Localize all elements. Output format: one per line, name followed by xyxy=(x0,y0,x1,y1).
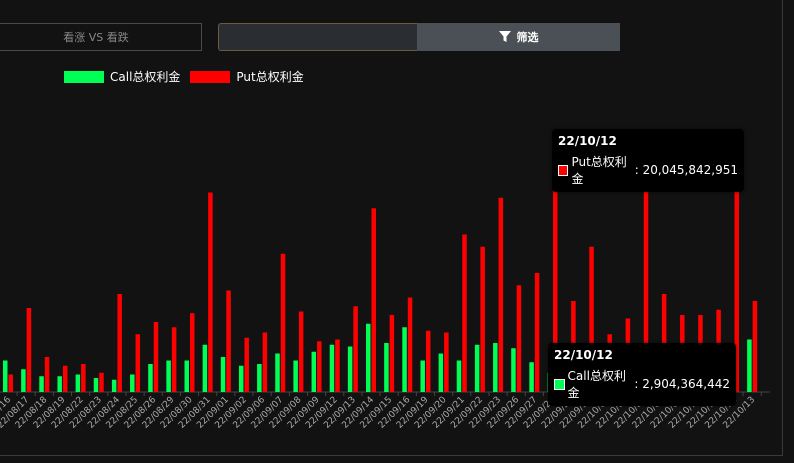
put-bar-22/08/19[interactable] xyxy=(62,365,68,392)
tooltip-call-swatch xyxy=(554,378,565,390)
tooltip-call-value: 2,904,364,442 xyxy=(642,377,730,391)
tooltip-put-swatch xyxy=(558,164,569,176)
call-bar-22/08/29[interactable] xyxy=(166,360,171,393)
filter-icon xyxy=(498,31,511,42)
legend-swatch-put xyxy=(190,70,231,83)
put-bar-22/08/18[interactable] xyxy=(44,357,50,392)
put-bar-22/08/26[interactable] xyxy=(153,322,159,392)
legend-label-put: Put总权利金 xyxy=(236,70,304,84)
legend-item-call[interactable]: Call总权利金 xyxy=(64,68,180,85)
chart-panel xyxy=(0,0,783,456)
call-bar-22/08/22[interactable] xyxy=(75,374,81,393)
call-bar-22/09/26[interactable] xyxy=(511,348,516,392)
put-bar-22/09/28[interactable] xyxy=(553,133,558,392)
call-bar-22/08/17[interactable] xyxy=(21,369,26,392)
call-bar-22/08/19[interactable] xyxy=(57,376,62,392)
call-bar-22/08/24[interactable] xyxy=(111,379,117,392)
put-bar-22/09/14[interactable] xyxy=(371,208,377,392)
call-bar-22/09/14[interactable] xyxy=(366,323,371,392)
call-bar-22/09/02[interactable] xyxy=(238,365,244,392)
tooltip-put-value: 20,045,842,951 xyxy=(642,163,738,177)
legend-swatch-call xyxy=(64,70,104,83)
call-vs-put-toggle[interactable]: 看涨 VS 看跌 xyxy=(0,23,202,51)
put-bar-22/08/16[interactable] xyxy=(8,374,14,393)
call-bar-22/09/19[interactable] xyxy=(420,360,425,393)
call-bar-22/09/21[interactable] xyxy=(456,360,462,393)
put-bar-22/08/22[interactable] xyxy=(81,364,86,392)
put-bar-22/09/26[interactable] xyxy=(516,285,522,392)
put-bar-22/10/05[interactable] xyxy=(643,161,649,392)
put-bar-22/10/12[interactable] xyxy=(734,175,740,392)
tooltip-put-date: 22/10/12 xyxy=(558,134,617,148)
put-bar-22/09/22[interactable] xyxy=(480,246,485,392)
put-bar-22/09/20[interactable] xyxy=(444,332,449,393)
put-bar-22/08/25[interactable] xyxy=(135,334,141,392)
tooltip-call-date: 22/10/12 xyxy=(554,348,613,362)
call-bar-22/09/06[interactable] xyxy=(257,364,262,392)
call-bar-22/09/22[interactable] xyxy=(474,344,480,392)
put-bar-22/08/31[interactable] xyxy=(208,192,213,393)
put-bar-22/09/15[interactable] xyxy=(389,315,395,392)
call-bar-22/09/12[interactable] xyxy=(329,344,335,392)
put-bar-22/09/01[interactable] xyxy=(226,290,231,393)
put-bar-22/08/30[interactable] xyxy=(190,313,195,392)
call-bar-22/09/16[interactable] xyxy=(402,327,407,392)
call-bar-22/09/13[interactable] xyxy=(347,346,353,393)
put-bar-22/09/21[interactable] xyxy=(462,234,467,393)
put-bar-22/09/07[interactable] xyxy=(280,253,286,392)
date-input[interactable] xyxy=(218,23,418,51)
call-bar-22/08/31[interactable] xyxy=(202,344,208,392)
put-bar-22/09/30[interactable] xyxy=(589,246,594,392)
call-bar-22/09/20[interactable] xyxy=(438,353,444,393)
put-bar-22/09/23[interactable] xyxy=(498,197,504,392)
call-bar-22/08/30[interactable] xyxy=(184,360,190,393)
tooltip-put: 22/10/12 Put总权利金 : 20,045,842,951 xyxy=(552,129,744,192)
put-bar-22/09/06[interactable] xyxy=(262,332,268,393)
tooltip-put-label: Put总权利金 xyxy=(571,155,627,186)
put-bar-22/09/19[interactable] xyxy=(425,330,431,392)
filter-button[interactable]: 筛选 xyxy=(417,23,620,51)
call-bar-22/09/08[interactable] xyxy=(293,360,298,393)
put-bar-22/08/23[interactable] xyxy=(99,372,104,392)
tooltip-call: 22/10/12 Call总权利金 : 2,904,364,442 xyxy=(548,343,736,406)
put-bar-22/09/09[interactable] xyxy=(317,341,322,392)
call-bar-22/08/16[interactable] xyxy=(3,360,8,393)
call-bar-22/08/26[interactable] xyxy=(148,364,153,392)
put-bar-22/08/17[interactable] xyxy=(26,308,32,392)
call-bar-22/09/27[interactable] xyxy=(529,362,534,392)
call-bar-22/08/18[interactable] xyxy=(39,376,44,392)
chart-legend: Call总权利金 Put总权利金 xyxy=(64,68,314,85)
tooltip-call-label: Call总权利金 xyxy=(567,369,626,400)
put-bar-22/09/08[interactable] xyxy=(298,311,304,393)
legend-item-put[interactable]: Put总权利金 xyxy=(190,68,304,85)
legend-label-call: Call总权利金 xyxy=(110,70,181,84)
put-bar-22/09/02[interactable] xyxy=(244,337,249,392)
call-bar-22/09/07[interactable] xyxy=(275,353,280,393)
call-bar-22/09/01[interactable] xyxy=(220,357,226,392)
put-bar-22/09/16[interactable] xyxy=(407,297,413,393)
put-bar-22/10/13[interactable] xyxy=(752,301,758,392)
put-bar-22/09/13[interactable] xyxy=(353,306,358,392)
call-bar-22/09/09[interactable] xyxy=(311,351,317,392)
put-bar-22/08/24[interactable] xyxy=(117,294,122,392)
call-bar-22/10/13[interactable] xyxy=(747,339,752,393)
call-bar-22/08/25[interactable] xyxy=(130,374,135,393)
call-bar-22/09/23[interactable] xyxy=(493,343,498,392)
put-bar-22/08/29[interactable] xyxy=(171,327,177,392)
call-vs-put-label: 看涨 VS 看跌 xyxy=(63,31,129,44)
put-bar-22/09/27[interactable] xyxy=(534,273,540,392)
call-bar-22/09/15[interactable] xyxy=(384,343,389,392)
filter-label: 筛选 xyxy=(516,31,539,44)
call-bar-22/08/23[interactable] xyxy=(93,378,99,392)
put-bar-22/09/12[interactable] xyxy=(335,339,340,393)
